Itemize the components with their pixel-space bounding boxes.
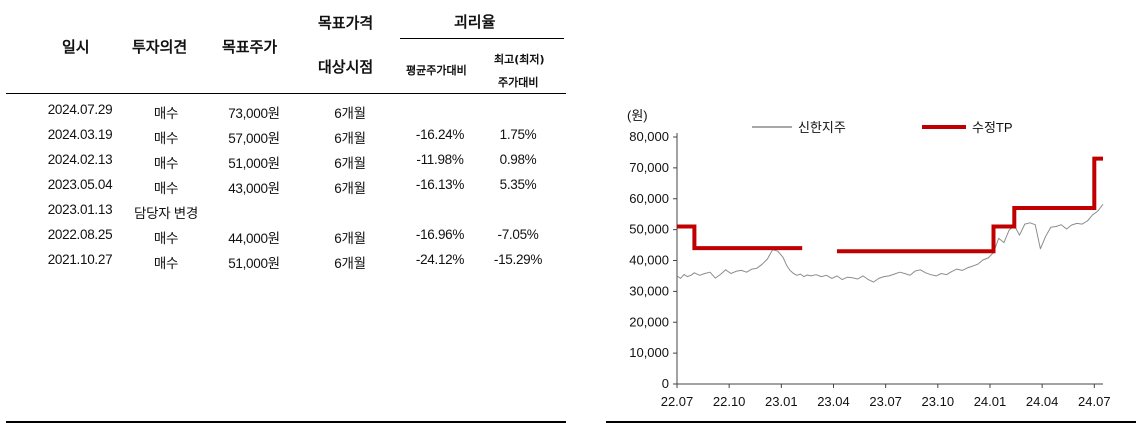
header-opinion: 투자의견 xyxy=(132,38,188,56)
x-tick-label: 23.07 xyxy=(869,394,902,409)
y-tick-label: 0 xyxy=(662,376,669,391)
cell-date: 2022.08.25 xyxy=(47,227,113,242)
cell-avg: -16.96% xyxy=(415,227,465,242)
price-target-chart: (원) 0 10,000 20,000 30,000 40,000 50,000 60,000… xyxy=(627,108,1111,409)
cell-avg: -24.12% xyxy=(415,252,465,267)
y-tick-label: 40,000 xyxy=(629,253,669,268)
header-underline-disparity xyxy=(400,38,564,39)
cell-horizon: 6개월 xyxy=(334,181,366,196)
cell-maxmin: 0.98% xyxy=(499,152,537,167)
cell-opinion: 매수 xyxy=(153,131,179,146)
cell-date: 2024.03.19 xyxy=(47,127,113,142)
header-target-price: 목표주가 xyxy=(222,38,278,56)
table-top-rule xyxy=(6,93,566,94)
cell-avg: -11.98% xyxy=(416,152,464,167)
cell-horizon: 6개월 xyxy=(334,131,366,146)
cell-avg: -16.13% xyxy=(415,177,465,192)
cell-maxmin: 5.35% xyxy=(499,177,537,192)
y-tick-label: 50,000 xyxy=(629,222,669,237)
cell-target: 57,000원 xyxy=(228,131,280,146)
y-tick-label: 20,000 xyxy=(629,314,669,329)
header-horizon-line2: 대상시점 xyxy=(318,58,374,76)
x-tick-label: 22.10 xyxy=(713,394,746,409)
y-tick-label: 30,000 xyxy=(629,283,669,298)
cell-date: 2024.07.29 xyxy=(47,102,113,117)
cell-opinion: 매수 xyxy=(153,256,179,271)
header-disparity: 괴리율 xyxy=(454,13,496,31)
y-tick-label: 80,000 xyxy=(629,129,669,144)
cell-target: 44,000원 xyxy=(228,231,280,246)
cell-target: 51,000원 xyxy=(228,256,280,271)
table-bottom-rule xyxy=(6,421,566,423)
cell-target: 43,000원 xyxy=(228,181,280,196)
cell-target: 51,000원 xyxy=(228,156,280,171)
cell-horizon: 6개월 xyxy=(334,256,366,271)
legend-label-shinhan: 신한지주 xyxy=(798,120,846,135)
cell-opinion: 담당자 변경 xyxy=(133,206,199,221)
series-line-target-price xyxy=(677,156,1103,254)
series-line-shinhan xyxy=(676,203,1104,283)
x-tick-label: 22.07 xyxy=(661,394,694,409)
legend-label-target-price: 수정TP xyxy=(972,120,1013,135)
cell-horizon: 6개월 xyxy=(334,106,366,121)
cell-maxmin: -7.05% xyxy=(497,227,539,242)
cell-date: 2024.02.13 xyxy=(47,152,113,167)
header-maxmin-line2: 주가대비 xyxy=(498,76,539,89)
chart-bottom-rule xyxy=(606,421,1136,423)
cell-horizon: 6개월 xyxy=(334,231,366,246)
cell-maxmin: 1.75% xyxy=(499,127,537,142)
cell-maxmin: -15.29% xyxy=(493,252,543,267)
cell-target: 73,000원 xyxy=(228,106,280,121)
y-axis-unit-label: (원) xyxy=(627,108,648,123)
header-maxmin-line1: 최고(최저) xyxy=(494,53,545,66)
x-tick-label: 23.01 xyxy=(765,394,798,409)
header-date: 일시 xyxy=(62,38,90,56)
y-tick-label: 70,000 xyxy=(629,160,669,175)
cell-opinion: 매수 xyxy=(153,181,179,196)
cell-opinion: 매수 xyxy=(153,156,179,171)
x-tick-label: 24.01 xyxy=(974,394,1007,409)
x-tick-label: 23.10 xyxy=(922,394,955,409)
x-tick-label: 23.04 xyxy=(817,394,850,409)
cell-date: 2021.10.27 xyxy=(47,252,113,267)
y-tick-label: 10,000 xyxy=(629,345,669,360)
header-horizon-line1: 목표가격 xyxy=(318,14,374,32)
cell-opinion: 매수 xyxy=(153,231,179,246)
header-avg-price: 평균주가대비 xyxy=(406,64,467,77)
cell-date: 2023.01.13 xyxy=(47,202,113,217)
cell-horizon: 6개월 xyxy=(334,156,366,171)
cell-date: 2023.05.04 xyxy=(47,177,113,192)
cell-avg: -16.24% xyxy=(415,127,465,142)
x-tick-label: 24.04 xyxy=(1026,394,1059,409)
cell-opinion: 매수 xyxy=(153,106,179,121)
x-tick-label: 24.07 xyxy=(1078,394,1111,409)
y-tick-label: 60,000 xyxy=(629,191,669,206)
